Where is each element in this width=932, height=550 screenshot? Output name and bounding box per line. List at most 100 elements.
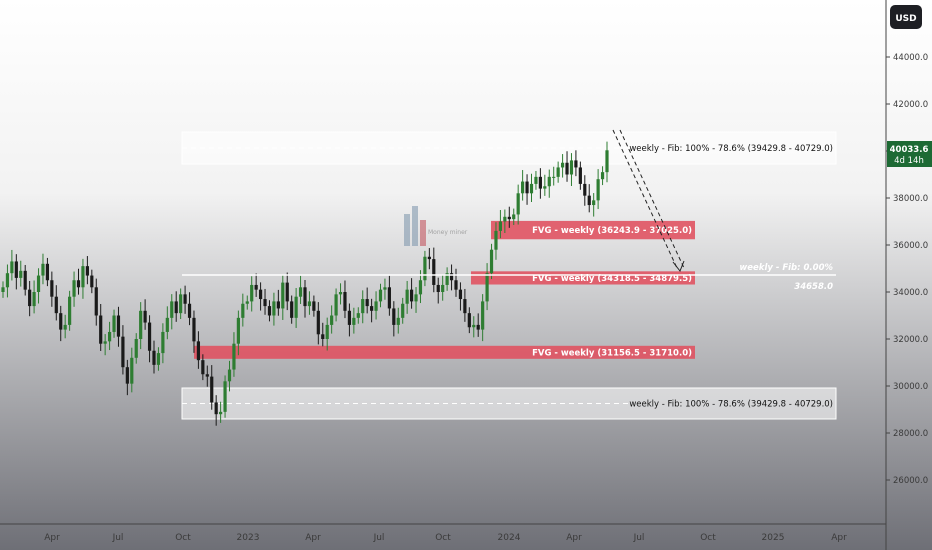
candle — [99, 303, 103, 351]
fib-zone[interactable]: weekly - Fib: 100% - 78.6% (39429.8 - 40… — [181, 131, 837, 165]
candle — [436, 277, 440, 304]
candle — [423, 250, 427, 287]
candle — [494, 222, 498, 260]
candle — [503, 209, 507, 234]
candle — [374, 291, 378, 320]
fvg-zone[interactable]: FVG - weekly (31156.5 - 31710.0) — [194, 345, 695, 359]
y-tick-label: 26000.0 — [893, 476, 928, 486]
candle — [183, 285, 187, 314]
candle — [107, 321, 112, 351]
price-axis[interactable]: 26000.0 28000.0 30000.0 32000.0 34000.0 36000… — [886, 53, 928, 486]
candle — [36, 268, 41, 304]
candle — [179, 288, 183, 320]
x-tick-label: 2025 — [762, 533, 785, 543]
candle — [139, 302, 143, 350]
candle — [552, 166, 556, 186]
candle — [330, 305, 334, 334]
svg-text:Money miner: Money miner — [428, 229, 468, 236]
candle — [187, 292, 192, 326]
candle — [516, 184, 520, 225]
candle — [481, 294, 485, 342]
candle — [232, 332, 236, 377]
candle — [409, 278, 414, 309]
candle — [152, 340, 156, 374]
fvg-zone[interactable]: FVG - weekly (36243.9 - 37025.0) — [491, 220, 695, 240]
candle — [28, 280, 32, 317]
y-tick-label: 42000.0 — [893, 100, 928, 110]
y-tick-label: 28000.0 — [893, 429, 928, 439]
candle — [10, 249, 14, 281]
candle — [316, 302, 320, 345]
candle — [321, 322, 325, 347]
candle — [534, 170, 538, 190]
candle — [276, 289, 280, 316]
currency-badge[interactable]: USD — [890, 5, 922, 29]
candle — [156, 347, 161, 371]
candle — [325, 317, 329, 351]
candle — [454, 268, 458, 297]
x-tick-label: Oct — [175, 533, 191, 543]
candle — [449, 264, 454, 291]
candle — [565, 151, 569, 182]
candle — [147, 315, 152, 363]
candle — [23, 264, 27, 296]
candle — [236, 310, 240, 356]
x-tick-label: Oct — [700, 533, 716, 543]
time-axis[interactable]: Apr Jul Oct 2023 Apr Jul Oct 2024 Apr Jul Oct 2025 A… — [44, 533, 847, 543]
candle — [605, 141, 609, 183]
candle — [356, 307, 360, 324]
candle — [5, 264, 10, 298]
candle — [307, 291, 312, 315]
candle — [458, 282, 463, 311]
candle — [223, 375, 227, 418]
candle — [112, 309, 116, 338]
candle — [463, 288, 467, 322]
x-tick-label: Apr — [44, 533, 60, 543]
candle — [258, 282, 263, 311]
candle — [285, 272, 289, 311]
candle — [116, 306, 121, 347]
candle — [574, 150, 578, 177]
x-tick-label: 2023 — [237, 533, 260, 543]
candle — [596, 169, 600, 210]
candle — [210, 365, 214, 410]
fib-zero-value: 34658.0 — [794, 282, 833, 292]
candle — [103, 334, 107, 356]
y-tick-label: 30000.0 — [893, 382, 928, 392]
last-price-tag: 40033.6 4d 14h — [887, 141, 932, 167]
fib-zero-line[interactable]: weekly - Fib: 0.00% 34658.0 — [182, 263, 836, 292]
candle — [556, 161, 560, 183]
candle — [205, 365, 209, 387]
candle — [281, 275, 285, 320]
candle — [41, 253, 45, 285]
candle — [214, 395, 218, 426]
candle — [85, 256, 89, 285]
candle — [472, 316, 476, 338]
fib-zero-label: weekly - Fib: 0.00% — [739, 263, 833, 273]
x-tick-label: Jul — [633, 533, 645, 543]
candle — [245, 295, 249, 310]
candle — [196, 331, 201, 369]
candle — [396, 307, 400, 334]
x-tick-label: Jul — [112, 533, 124, 543]
candle — [445, 267, 449, 291]
money-miner-logo: Money miner — [404, 206, 468, 246]
x-tick-label: Jul — [373, 533, 385, 543]
fvg-zone-label: FVG - weekly (34318.5 - 34879.5) — [532, 274, 692, 284]
candle — [343, 280, 347, 319]
fib-zone[interactable]: weekly - Fib: 100% - 78.6% (39429.8 - 40… — [181, 387, 837, 420]
candle — [441, 274, 445, 301]
candle — [54, 285, 58, 321]
candle — [59, 305, 63, 342]
y-tick-label: 38000.0 — [893, 194, 928, 204]
last-price-countdown: 4d 14h — [894, 156, 924, 166]
candle — [254, 273, 258, 297]
fvg-zone-label: FVG - weekly (31156.5 - 31710.0) — [532, 348, 692, 358]
candle — [134, 333, 138, 364]
candle — [521, 170, 525, 201]
candle — [334, 288, 338, 322]
candle — [312, 295, 316, 317]
fvg-zone[interactable]: FVG - weekly (34318.5 - 34879.5) — [471, 271, 695, 285]
candle — [121, 325, 125, 375]
